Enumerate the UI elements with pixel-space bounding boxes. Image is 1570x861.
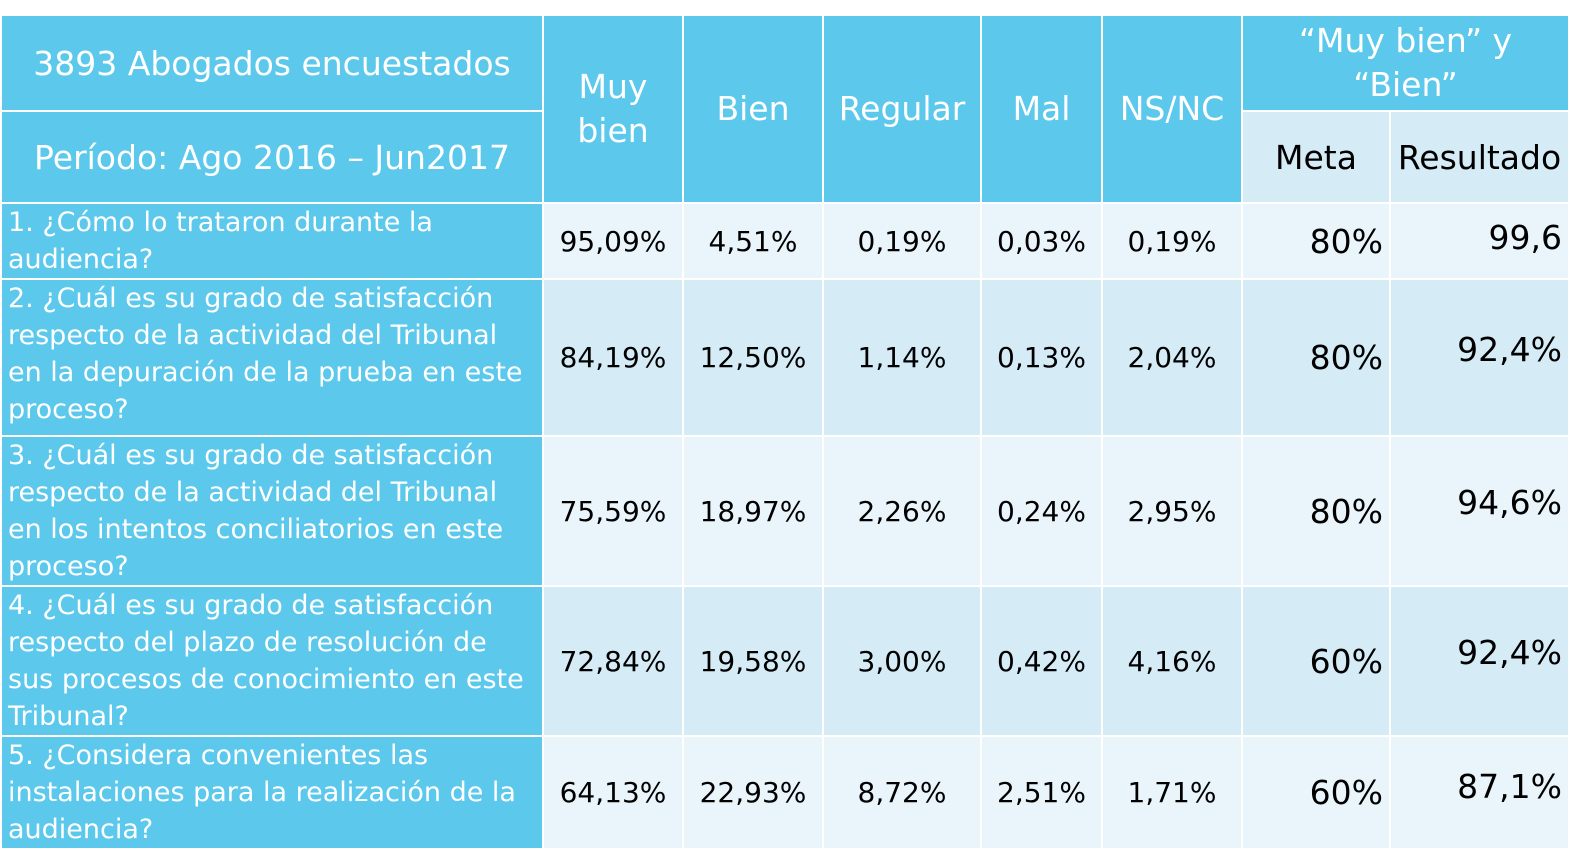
value-regular: 1,14% bbox=[822, 278, 982, 437]
question-cell: 4. ¿Cuál es su grado de satisfacción res… bbox=[0, 585, 544, 737]
value-bien: 12,50% bbox=[682, 278, 824, 437]
col-header-meta: Meta bbox=[1241, 110, 1391, 204]
survey-table: 3893 Abogados encuestados Muy bien Bien … bbox=[0, 14, 1570, 850]
question-cell: 2. ¿Cuál es su grado de satisfacción res… bbox=[0, 278, 544, 437]
value-regular: 2,26% bbox=[822, 435, 982, 587]
value-nsnc: 4,16% bbox=[1101, 585, 1243, 737]
value-mal: 0,42% bbox=[980, 585, 1103, 737]
table-row: 1. ¿Cómo lo trataron durante la audienci… bbox=[0, 202, 1570, 280]
value-mal: 0,03% bbox=[980, 202, 1103, 280]
col-header-group: “Muy bien” y “Bien” bbox=[1240, 14, 1570, 112]
value-bien: 18,97% bbox=[682, 435, 824, 587]
value-bien: 4,51% bbox=[682, 202, 824, 280]
value-mal: 2,51% bbox=[980, 735, 1103, 850]
table-row: 4. ¿Cuál es su grado de satisfacción res… bbox=[0, 585, 1570, 737]
value-regular: 3,00% bbox=[822, 585, 982, 737]
value-muy-bien: 84,19% bbox=[542, 278, 684, 437]
table-row: 5. ¿Considera convenientes las instalaci… bbox=[0, 735, 1570, 850]
value-bien: 19,58% bbox=[682, 585, 824, 737]
value-muy-bien: 95,09% bbox=[542, 202, 684, 280]
value-resultado: 92,4% bbox=[1388, 278, 1570, 437]
value-nsnc: 2,95% bbox=[1101, 435, 1243, 587]
question-cell: 1. ¿Cómo lo trataron durante la audienci… bbox=[0, 202, 544, 280]
col-header-regular: Regular bbox=[822, 14, 982, 204]
value-resultado: 92,4% bbox=[1388, 585, 1570, 737]
value-resultado: 99,6 bbox=[1388, 202, 1570, 280]
value-regular: 0,19% bbox=[822, 202, 982, 280]
value-nsnc: 1,71% bbox=[1101, 735, 1243, 850]
value-resultado: 94,6% bbox=[1388, 435, 1570, 587]
value-mal: 0,24% bbox=[980, 435, 1103, 587]
col-header-nsnc: NS/NC bbox=[1101, 14, 1243, 204]
value-meta: 80% bbox=[1241, 202, 1391, 280]
col-header-resultado: Resultado bbox=[1388, 110, 1570, 204]
survey-title: 3893 Abogados encuestados bbox=[0, 14, 544, 112]
value-resultado: 87,1% bbox=[1388, 735, 1570, 850]
col-header-muy-bien: Muy bien bbox=[542, 14, 684, 204]
value-meta: 80% bbox=[1241, 435, 1391, 587]
table-row: 2. ¿Cuál es su grado de satisfacción res… bbox=[0, 278, 1570, 437]
value-mal: 0,13% bbox=[980, 278, 1103, 437]
value-bien: 22,93% bbox=[682, 735, 824, 850]
value-muy-bien: 64,13% bbox=[542, 735, 684, 850]
col-header-bien: Bien bbox=[682, 14, 824, 204]
table-row: 3. ¿Cuál es su grado de satisfacción res… bbox=[0, 435, 1570, 587]
value-regular: 8,72% bbox=[822, 735, 982, 850]
col-header-mal: Mal bbox=[980, 14, 1103, 204]
survey-period: Período: Ago 2016 – Jun2017 bbox=[0, 110, 544, 204]
value-muy-bien: 75,59% bbox=[542, 435, 684, 587]
value-muy-bien: 72,84% bbox=[542, 585, 684, 737]
value-nsnc: 0,19% bbox=[1101, 202, 1243, 280]
value-meta: 60% bbox=[1241, 735, 1391, 850]
value-meta: 60% bbox=[1241, 585, 1391, 737]
value-nsnc: 2,04% bbox=[1101, 278, 1243, 437]
question-cell: 3. ¿Cuál es su grado de satisfacción res… bbox=[0, 435, 544, 587]
value-meta: 80% bbox=[1241, 278, 1391, 437]
question-cell: 5. ¿Considera convenientes las instalaci… bbox=[0, 735, 544, 850]
